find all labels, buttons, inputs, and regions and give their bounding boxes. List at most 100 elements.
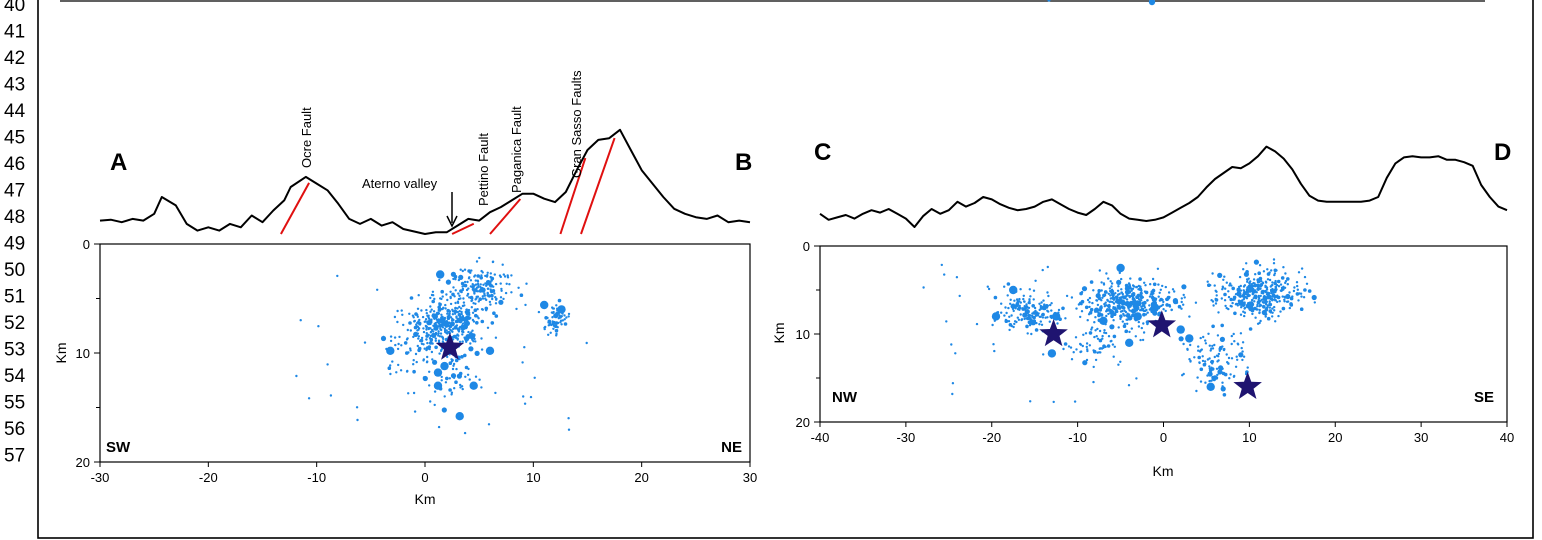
event-point [416,321,419,325]
event-point [1140,305,1143,308]
event-point [1250,283,1254,286]
event-point [417,335,421,338]
event-point [1138,277,1142,281]
large-event-point [1116,263,1125,273]
event-point [1252,284,1255,288]
x-tick-label: -30 [91,470,110,485]
event-point [474,302,477,305]
event-point [1106,299,1110,302]
event-point [517,286,520,289]
event-point [554,328,559,333]
event-point [448,327,451,331]
event-point [1277,296,1280,299]
event-point [458,305,461,309]
topography-profile [99,128,751,235]
event-point [459,383,462,387]
event-point [463,353,467,358]
event-point [1260,298,1264,301]
event-point [1245,270,1249,274]
event-point [1259,294,1262,298]
event-point [487,287,490,290]
event-point [389,335,393,338]
event-point [1134,335,1138,338]
event-point [1096,351,1099,354]
event-point [1221,385,1224,388]
large-event-point [469,381,478,390]
event-point [523,346,526,349]
event-point [1201,355,1204,358]
event-point [414,352,418,356]
event-point [1112,298,1116,301]
event-point [430,293,434,297]
event-point [485,298,488,302]
event-point [1305,282,1309,285]
event-point [483,292,486,295]
event-point [1189,359,1192,363]
event-point [1090,328,1093,331]
event-point [510,291,513,294]
event-point [1006,294,1009,297]
event-point [1206,374,1209,377]
event-point [1128,296,1132,299]
x-tick-label: 10 [526,470,540,485]
event-point [560,315,563,318]
event-point [547,320,551,323]
event-point [1210,359,1214,364]
event-point [1019,288,1022,291]
event-point [1139,285,1142,288]
large-event-point [1133,312,1142,321]
event-point [1282,266,1285,269]
event-point [1211,272,1214,275]
event-point [1073,400,1077,403]
line-number: 57 [4,446,25,467]
event-point [460,310,463,314]
event-point [1230,284,1233,287]
large-event-point [1206,382,1215,391]
event-point [336,274,339,278]
event-point [1115,297,1119,300]
event-point [422,327,425,330]
event-point [1221,371,1226,376]
event-point [1025,303,1028,306]
large-event-point [1009,285,1018,295]
corner-label-left: NW [832,389,858,406]
event-point [1167,291,1171,294]
line-number: 56 [4,419,25,440]
event-point [1094,307,1100,313]
event-point [1129,277,1132,280]
line-number: 42 [4,48,25,69]
event-point [491,289,496,293]
event-point [458,327,461,331]
event-point [1000,311,1003,314]
event-point [1271,315,1274,318]
y-axis-label-ab: Km [53,343,69,364]
event-point [1074,336,1078,339]
event-point [474,375,478,378]
event-point [449,316,453,319]
event-point [443,329,447,332]
event-point [1281,306,1286,311]
event-point [449,325,452,328]
event-point [1093,321,1096,324]
event-point [430,308,433,311]
event-point [1146,311,1149,314]
event-point [1258,311,1261,315]
event-point [1161,284,1164,288]
event-point [465,288,469,292]
event-point [463,323,467,326]
event-point [466,294,469,297]
event-point [1164,285,1168,289]
event-point [1131,296,1135,299]
event-point [1079,350,1082,354]
event-point [1142,322,1145,325]
x-tick-label: 40 [1500,430,1514,445]
event-point [1038,315,1042,318]
event-point [468,296,471,299]
event-point [449,290,452,293]
event-point [1119,310,1123,313]
event-point [1125,298,1129,301]
event-point [499,282,502,285]
event-point [991,323,994,327]
large-event-point [557,305,566,314]
event-point [456,319,459,322]
